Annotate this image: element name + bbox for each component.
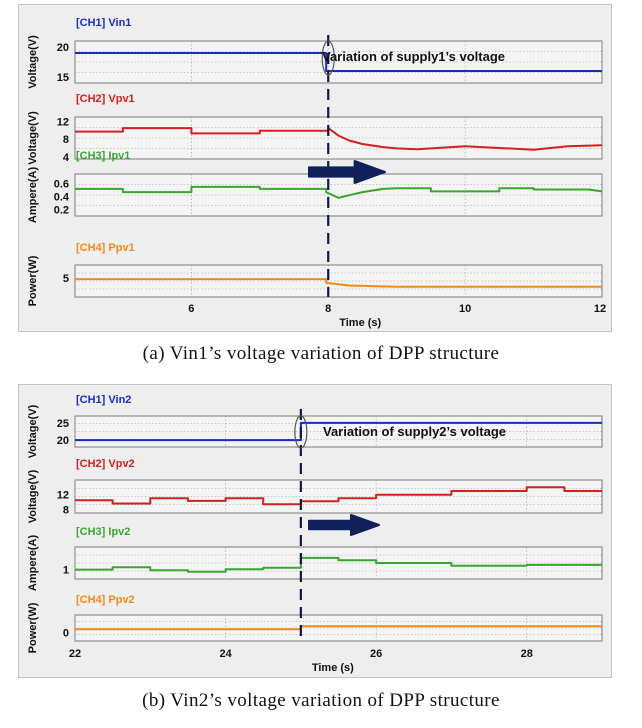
- y-tick-label: 25: [57, 418, 69, 430]
- channel-1: 20 25 Voltage(V) [CH1] Vin2: [27, 394, 603, 458]
- chart-svg-1: 20 25 Voltage(V) [CH1] Vin2 8 12 Voltage(V) [CH…: [27, 394, 603, 674]
- y-tick-label: 4: [63, 152, 70, 164]
- y-tick-label: 12: [57, 116, 69, 128]
- x-tick-label: 10: [459, 303, 471, 315]
- y-tick-label: 8: [63, 504, 69, 516]
- y-tick-label: 1: [63, 565, 69, 577]
- channel-title: [CH4] Ppv2: [76, 594, 135, 606]
- y-tick-label: 5: [63, 273, 69, 285]
- y-tick-label: 8: [63, 134, 69, 146]
- y-tick-label: 0.4: [54, 192, 70, 204]
- y-tick-label: 0.6: [54, 179, 69, 191]
- y-axis-label: Voltage(V): [27, 469, 39, 523]
- x-tick-label: 6: [188, 303, 194, 315]
- x-tick-label: 22: [69, 648, 81, 660]
- y-tick-label: 0: [63, 627, 69, 639]
- channel-4: 5 Power(W) [CH4] Ppv1: [27, 242, 603, 306]
- x-tick-label: 24: [219, 648, 232, 660]
- channel-4: 0 Power(W) [CH4] Ppv2: [27, 594, 603, 653]
- y-tick-label: 20: [57, 42, 69, 54]
- y-axis-label: Power(W): [27, 602, 39, 653]
- y-tick-label: 15: [57, 72, 69, 84]
- channel-title: [CH2] Vpv1: [76, 93, 135, 105]
- y-axis-label: Ampere(A): [27, 167, 39, 224]
- y-axis-label: Voltage(V): [27, 111, 39, 165]
- y-axis-label: Voltage(V): [27, 35, 39, 89]
- channel-title: [CH3] Ipv1: [76, 150, 130, 162]
- x-tick-label: 8: [325, 303, 331, 315]
- channel-title: [CH1] Vin1: [76, 17, 131, 29]
- right-arrow-icon: [308, 514, 380, 536]
- series-line: [75, 127, 603, 151]
- x-axis-title: Time (s): [312, 662, 354, 674]
- right-arrow-icon: [308, 160, 386, 184]
- y-axis-label: Power(W): [27, 255, 39, 306]
- x-axis-title: Time (s): [339, 317, 381, 329]
- annotation-ellipse: [321, 40, 335, 76]
- channel-3: 1 Ampere(A) [CH3] Ipv2: [27, 526, 603, 592]
- channel-title: [CH2] Vpv2: [76, 458, 135, 470]
- series-line: [75, 185, 603, 199]
- y-axis-label: Ampere(A): [27, 535, 39, 592]
- caption-b: (b) Vin2’s voltage variation of DPP stru…: [142, 690, 500, 711]
- channel-title: [CH1] Vin2: [76, 394, 131, 406]
- annotation-ellipse: [294, 415, 308, 449]
- channel-1: 15 20 Voltage(V) [CH1] Vin1: [27, 17, 603, 89]
- chart-panel-a: 15 20 Voltage(V) [CH1] Vin1 4 8 12 Voltage(V) [C…: [18, 4, 612, 332]
- channel-2: 8 12 Voltage(V) [CH2] Vpv2: [27, 458, 603, 523]
- y-tick-label: 20: [57, 435, 69, 447]
- series-line: [75, 278, 602, 288]
- annotation-text: Variation of supply1’s voltage: [322, 49, 505, 64]
- x-tick-label: 12: [594, 303, 606, 315]
- x-tick-label: 28: [521, 648, 533, 660]
- annotation-text: Variation of supply2’s voltage: [323, 424, 506, 439]
- y-tick-label: 12: [57, 490, 69, 502]
- x-tick-label: 26: [370, 648, 382, 660]
- channel-2: 4 8 12 Voltage(V) [CH2] Vpv1: [27, 93, 603, 165]
- channel-title: [CH4] Ppv1: [76, 242, 135, 254]
- caption-a: (a) Vin1’s voltage variation of DPP stru…: [142, 343, 500, 364]
- chart-svg-0: 15 20 Voltage(V) [CH1] Vin1 4 8 12 Voltage(V) [C…: [27, 17, 606, 329]
- y-axis-label: Voltage(V): [27, 404, 39, 458]
- series-line: [75, 556, 602, 573]
- y-tick-label: 0.2: [54, 205, 69, 217]
- chart-panel-b: 20 25 Voltage(V) [CH1] Vin2 8 12 Voltage(V) [CH…: [18, 384, 612, 678]
- channel-title: [CH3] Ipv2: [76, 526, 130, 538]
- series-line: [75, 52, 602, 72]
- channel-3: 0.20.40.6 Ampere(A) [CH3] Ipv1: [27, 150, 603, 224]
